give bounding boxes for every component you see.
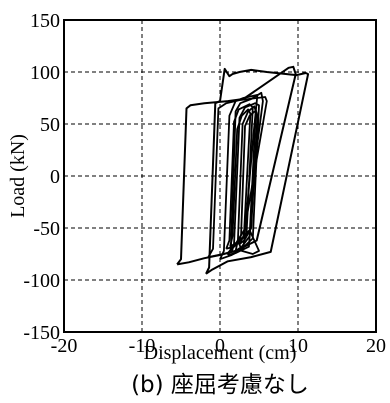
hysteresis-loop-6 bbox=[230, 102, 260, 253]
x-tick-label: 20 bbox=[366, 335, 386, 357]
y-tick-label: -100 bbox=[23, 270, 60, 292]
x-tick-label: 0 bbox=[215, 335, 225, 357]
hysteresis-loop-2 bbox=[205, 67, 310, 275]
hysteresis-loop-5 bbox=[226, 91, 264, 256]
y-tick-label: 50 bbox=[40, 114, 60, 136]
x-axis-label: Displacement (cm) bbox=[144, 342, 297, 364]
y-axis-label: Load (kN) bbox=[7, 134, 29, 218]
y-tick-label: 100 bbox=[30, 62, 60, 84]
x-tick-label: 10 bbox=[288, 335, 308, 357]
y-tick-label: -50 bbox=[33, 218, 60, 240]
x-tick-label: -20 bbox=[51, 335, 78, 357]
plot-frame bbox=[63, 19, 377, 333]
y-tick-label: -150 bbox=[23, 322, 60, 344]
figure-caption: (b) 座屈考慮なし bbox=[131, 372, 309, 398]
hysteresis-loop-9 bbox=[229, 108, 252, 248]
y-tick-label: 150 bbox=[30, 10, 60, 32]
y-tick-label: 0 bbox=[50, 166, 60, 188]
hysteresis-loop-8 bbox=[234, 105, 257, 252]
series-layer bbox=[176, 65, 310, 275]
grid-layer bbox=[64, 20, 376, 332]
hysteresis-loop-10 bbox=[237, 109, 259, 246]
x-tick-label: -10 bbox=[129, 335, 156, 357]
